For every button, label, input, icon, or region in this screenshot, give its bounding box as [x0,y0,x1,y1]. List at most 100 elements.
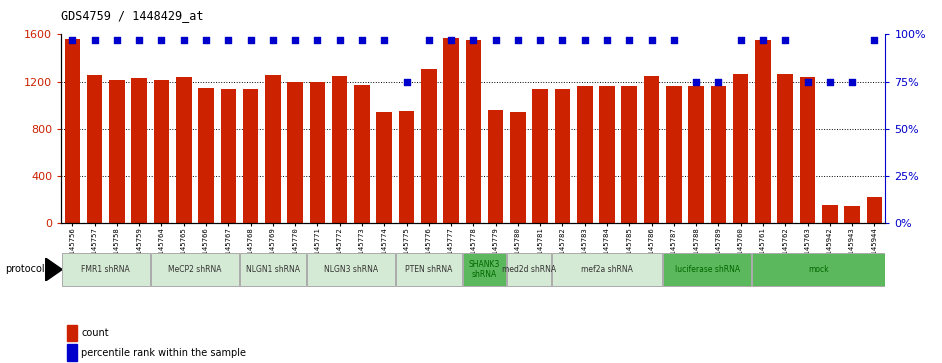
Bar [733,74,749,223]
Point [354,37,369,43]
Bar [265,74,281,223]
Bar [310,82,325,223]
Point [444,37,459,43]
Point [689,79,704,85]
Bar [643,76,659,223]
Bar [710,86,726,223]
Point [65,37,80,43]
Bar [777,74,793,223]
Text: luciferase shRNA: luciferase shRNA [674,265,739,274]
Bar [65,39,80,223]
Bar [176,77,191,223]
FancyBboxPatch shape [753,253,885,286]
Text: NLGN1 shRNA: NLGN1 shRNA [246,265,300,274]
Bar [844,205,860,223]
Bar [154,81,170,223]
Bar [689,86,704,223]
Text: PTEN shRNA: PTEN shRNA [405,265,452,274]
FancyBboxPatch shape [240,253,306,286]
Text: mock: mock [808,265,829,274]
Bar [511,113,526,223]
Point [465,37,480,43]
Point [555,37,570,43]
Text: SHANK3
shRNA: SHANK3 shRNA [469,260,500,279]
Point [488,37,503,43]
Bar [109,81,124,223]
Bar [444,38,459,223]
Point [377,37,392,43]
Point [220,37,236,43]
Bar [131,78,147,223]
Bar [354,85,370,223]
Text: FMR1 shRNA: FMR1 shRNA [81,265,130,274]
Point [599,37,614,43]
Point [800,79,815,85]
Point [577,37,593,43]
Point [532,37,547,43]
Bar [87,74,103,223]
Point [287,37,302,43]
Text: GDS4759 / 1448429_at: GDS4759 / 1448429_at [61,9,203,22]
Point [845,79,860,85]
Point [109,37,124,43]
Text: med2d shRNA: med2d shRNA [502,265,556,274]
Point [421,37,436,43]
Bar [287,82,303,223]
Bar [421,69,436,223]
Text: MeCP2 shRNA: MeCP2 shRNA [168,265,221,274]
Bar [198,87,214,223]
Bar [599,86,615,223]
Bar [867,197,882,223]
Bar [532,89,548,223]
Bar [488,110,503,223]
Bar [755,40,771,223]
Point [755,37,771,43]
Point [666,37,681,43]
Bar [800,77,816,223]
Bar [822,205,837,223]
Point [622,37,637,43]
FancyBboxPatch shape [151,253,239,286]
Point [822,79,837,85]
Point [711,79,726,85]
Point [310,37,325,43]
Bar [398,111,414,223]
Point [867,37,882,43]
Point [199,37,214,43]
Text: percentile rank within the sample: percentile rank within the sample [81,347,246,358]
Point [399,79,414,85]
Bar [243,89,258,223]
Bar [377,113,392,223]
Point [266,37,281,43]
FancyBboxPatch shape [307,253,395,286]
Point [243,37,258,43]
Point [733,37,748,43]
Bar [666,86,682,223]
Text: mef2a shRNA: mef2a shRNA [581,265,633,274]
FancyBboxPatch shape [396,253,462,286]
Bar [577,86,593,223]
Bar [622,86,637,223]
FancyBboxPatch shape [61,253,150,286]
Point [644,37,659,43]
FancyBboxPatch shape [552,253,662,286]
Point [154,37,169,43]
Point [778,37,793,43]
Text: count: count [81,328,108,338]
Bar [67,325,77,341]
Bar [67,344,77,361]
Point [87,37,102,43]
Text: NLGN3 shRNA: NLGN3 shRNA [324,265,378,274]
Text: protocol: protocol [5,264,44,274]
FancyBboxPatch shape [463,253,506,286]
Point [176,37,191,43]
Bar [332,76,348,223]
Point [333,37,348,43]
Polygon shape [45,258,62,281]
Bar [220,89,236,223]
Point [132,37,147,43]
Bar [555,89,570,223]
FancyBboxPatch shape [663,253,752,286]
Bar [465,40,481,223]
FancyBboxPatch shape [507,253,551,286]
